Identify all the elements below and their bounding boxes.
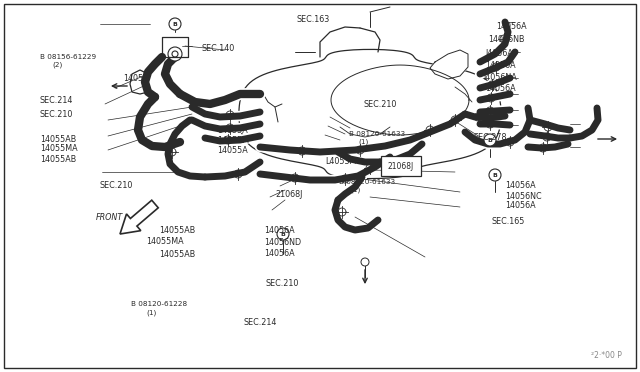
Text: L4053M: L4053M bbox=[325, 157, 356, 166]
Text: B 08120-61228: B 08120-61228 bbox=[131, 301, 188, 307]
Text: 14056A: 14056A bbox=[506, 181, 536, 190]
Text: 14056NB: 14056NB bbox=[488, 35, 524, 44]
Text: 21068J: 21068J bbox=[275, 190, 303, 199]
Text: (1): (1) bbox=[351, 187, 361, 193]
Text: 14055A: 14055A bbox=[218, 146, 248, 155]
Text: B: B bbox=[493, 173, 497, 177]
Text: SEC.210: SEC.210 bbox=[99, 181, 132, 190]
Text: 14059: 14059 bbox=[124, 74, 148, 83]
Text: (2): (2) bbox=[52, 61, 63, 68]
Text: (1): (1) bbox=[358, 139, 369, 145]
Text: SEC.210: SEC.210 bbox=[40, 110, 73, 119]
Text: 21068J: 21068J bbox=[388, 161, 414, 170]
Text: 14056A: 14056A bbox=[485, 84, 516, 93]
Text: 14056A: 14056A bbox=[506, 201, 536, 210]
Text: SEC.140: SEC.140 bbox=[202, 44, 235, 53]
Text: SEC.214: SEC.214 bbox=[40, 96, 73, 105]
Text: ²2·*00 P: ²2·*00 P bbox=[591, 351, 622, 360]
Text: 14055AB: 14055AB bbox=[159, 226, 195, 235]
Polygon shape bbox=[331, 65, 469, 135]
Circle shape bbox=[361, 258, 369, 266]
Text: 14055M: 14055M bbox=[218, 136, 250, 145]
Polygon shape bbox=[239, 49, 501, 179]
Text: 14055AB: 14055AB bbox=[159, 250, 195, 259]
Text: 14055MA: 14055MA bbox=[146, 237, 184, 246]
Text: B: B bbox=[488, 138, 492, 142]
Text: SEC.278: SEC.278 bbox=[474, 133, 507, 142]
Text: 14056A: 14056A bbox=[264, 226, 294, 235]
Text: SEC.214: SEC.214 bbox=[244, 318, 277, 327]
Text: FRONT: FRONT bbox=[96, 213, 124, 222]
Text: I4056A: I4056A bbox=[485, 49, 513, 58]
Text: 14055MA: 14055MA bbox=[40, 144, 77, 153]
Circle shape bbox=[168, 47, 182, 61]
Circle shape bbox=[489, 169, 501, 181]
FancyArrow shape bbox=[120, 200, 158, 234]
Text: SEC.163: SEC.163 bbox=[297, 15, 330, 24]
Text: 14056A: 14056A bbox=[496, 22, 527, 31]
Text: SEC.165: SEC.165 bbox=[492, 217, 525, 226]
Text: 14056ND: 14056ND bbox=[264, 238, 301, 247]
Text: 14055A: 14055A bbox=[218, 126, 248, 135]
Text: 14055AB: 14055AB bbox=[40, 155, 76, 164]
Text: B: B bbox=[173, 22, 177, 26]
Text: B: B bbox=[280, 231, 285, 237]
Text: B 08120-61633: B 08120-61633 bbox=[339, 179, 396, 185]
Text: 14055AB: 14055AB bbox=[40, 135, 76, 144]
Circle shape bbox=[484, 134, 496, 146]
FancyBboxPatch shape bbox=[381, 156, 421, 176]
Circle shape bbox=[172, 51, 178, 57]
Text: 14056NC: 14056NC bbox=[506, 192, 542, 201]
Text: I4056NA: I4056NA bbox=[483, 73, 517, 81]
Circle shape bbox=[277, 228, 289, 240]
Polygon shape bbox=[430, 50, 468, 79]
Text: (1): (1) bbox=[146, 309, 156, 316]
Text: B 08156-61229: B 08156-61229 bbox=[40, 54, 96, 60]
Text: SEC.210: SEC.210 bbox=[266, 279, 299, 288]
Text: 14056A: 14056A bbox=[264, 249, 294, 258]
Text: 14056A: 14056A bbox=[485, 61, 516, 70]
Circle shape bbox=[169, 18, 181, 30]
Text: SEC.210: SEC.210 bbox=[364, 100, 397, 109]
Text: B 08120-61633: B 08120-61633 bbox=[349, 131, 405, 137]
